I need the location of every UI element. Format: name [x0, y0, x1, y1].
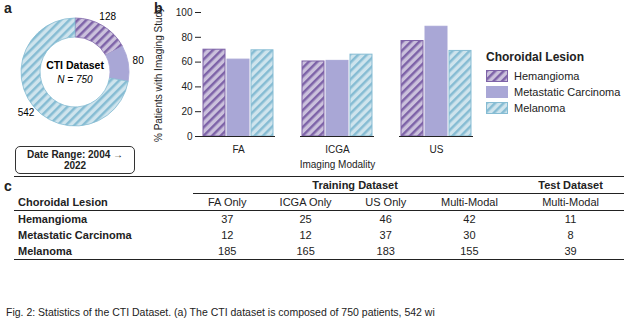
svg-text:CTI Dataset: CTI Dataset [46, 59, 104, 71]
svg-text:N = 750: N = 750 [57, 74, 93, 85]
svg-text:20: 20 [181, 106, 193, 117]
svg-text:60: 60 [181, 56, 193, 67]
svg-text:Imaging Modality: Imaging Modality [300, 159, 376, 170]
svg-text:100: 100 [176, 7, 193, 18]
svg-text:US: US [430, 144, 444, 155]
svg-text:% Patients with Imaging Study: % Patients with Imaging Study [153, 7, 164, 142]
svg-text:542: 542 [18, 107, 35, 118]
svg-text:80: 80 [133, 55, 145, 66]
svg-text:0: 0 [187, 131, 193, 142]
svg-text:FA: FA [232, 144, 245, 155]
svg-text:80: 80 [181, 32, 193, 43]
svg-text:128: 128 [99, 11, 116, 22]
svg-text:40: 40 [181, 81, 193, 92]
svg-text:ICGA: ICGA [325, 144, 350, 155]
